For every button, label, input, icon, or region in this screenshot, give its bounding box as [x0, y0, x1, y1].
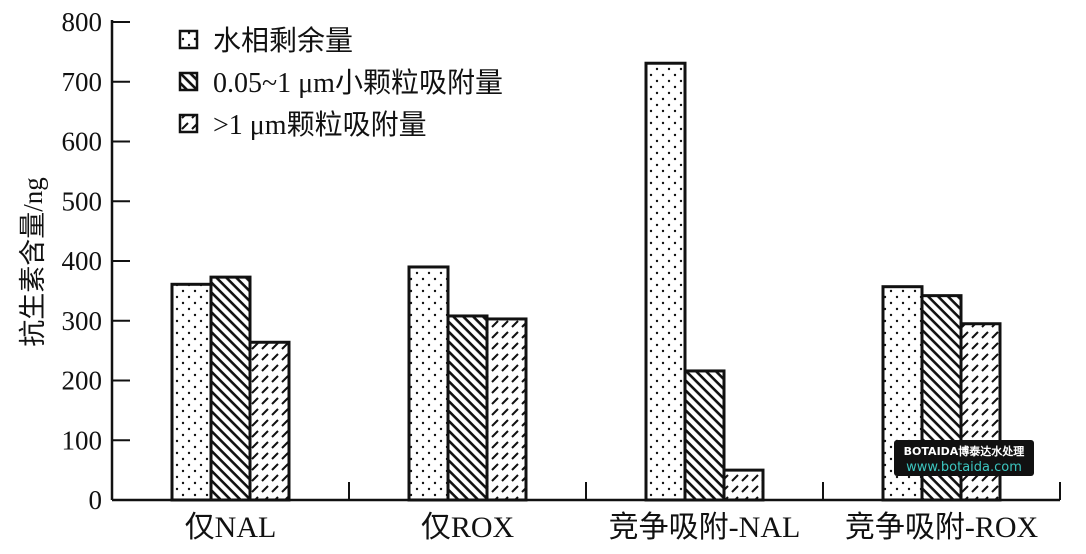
y-tick-label: 100 — [62, 425, 103, 455]
bar-small-particle — [209, 275, 252, 502]
watermark-line1: BOTAIDA博泰达水处理 — [904, 444, 1025, 458]
y-axis-title: 抗生素含量/ng — [18, 177, 48, 347]
x-category-label: 竞争吸附-ROX — [845, 511, 1039, 544]
x-category-label: 仅NAL — [185, 511, 277, 544]
legend-swatch — [178, 71, 199, 92]
legend-label: 0.05~1 μm小颗粒吸附量 — [213, 67, 503, 99]
y-tick-label: 700 — [62, 67, 103, 97]
legend-label: 水相剩余量 — [213, 25, 353, 57]
bar-small-particle — [683, 369, 726, 502]
y-tick-label: 200 — [62, 366, 103, 396]
bar-small-particle — [446, 314, 489, 502]
y-tick-label: 500 — [62, 186, 103, 216]
legend-label: >1 μm颗粒吸附量 — [213, 109, 427, 141]
legend-swatch — [178, 113, 199, 134]
legend-swatch — [178, 29, 199, 50]
bar-water-phase — [170, 282, 213, 502]
x-category-label: 仅ROX — [421, 511, 515, 544]
y-tick-label: 400 — [62, 246, 103, 276]
x-category-label: 竞争吸附-NAL — [609, 511, 801, 544]
bar-water-phase — [407, 265, 450, 502]
y-tick-label: 0 — [89, 485, 103, 515]
watermark-line2: www.botaida.com — [906, 460, 1022, 475]
bar-water-phase — [644, 61, 687, 502]
bar-large-particle — [485, 317, 528, 502]
y-tick-label: 800 — [62, 7, 103, 37]
watermark: BOTAIDA博泰达水处理 www.botaida.com — [894, 440, 1034, 476]
y-tick-label: 600 — [62, 127, 103, 157]
bar-large-particle — [722, 468, 765, 502]
y-tick-label: 300 — [62, 306, 103, 336]
bar-large-particle — [248, 340, 291, 502]
